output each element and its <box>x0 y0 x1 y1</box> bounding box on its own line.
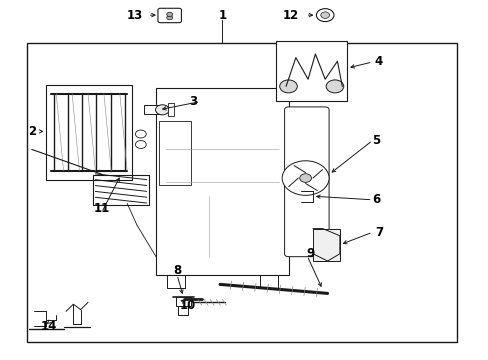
Text: 7: 7 <box>374 226 382 239</box>
Text: 1: 1 <box>218 9 226 22</box>
Circle shape <box>282 161 328 195</box>
Text: 8: 8 <box>173 264 181 277</box>
Text: 5: 5 <box>372 134 380 147</box>
Text: 3: 3 <box>189 95 197 108</box>
Bar <box>178 306 188 315</box>
Circle shape <box>135 130 146 138</box>
Circle shape <box>279 80 297 93</box>
Text: 13: 13 <box>126 9 142 22</box>
Bar <box>46 85 132 180</box>
Text: 11: 11 <box>93 202 110 215</box>
Bar <box>144 105 161 114</box>
Text: 12: 12 <box>282 9 299 22</box>
Text: 9: 9 <box>306 247 314 260</box>
Circle shape <box>135 140 146 148</box>
Bar <box>168 103 174 116</box>
Bar <box>176 297 190 306</box>
Text: 10: 10 <box>180 299 196 312</box>
FancyBboxPatch shape <box>158 8 181 23</box>
Bar <box>276 41 346 101</box>
Circle shape <box>166 12 172 17</box>
Bar <box>156 88 288 275</box>
Circle shape <box>325 80 343 93</box>
FancyBboxPatch shape <box>284 107 328 257</box>
Bar <box>27 43 456 342</box>
Text: 6: 6 <box>372 193 380 206</box>
Circle shape <box>316 9 333 22</box>
Circle shape <box>320 12 329 18</box>
Circle shape <box>166 15 172 20</box>
Bar <box>159 121 190 185</box>
Text: 4: 4 <box>374 55 382 68</box>
Text: 14: 14 <box>41 320 57 333</box>
Bar <box>312 229 339 261</box>
Circle shape <box>299 174 311 183</box>
Circle shape <box>155 105 169 115</box>
Text: 2: 2 <box>28 125 36 138</box>
